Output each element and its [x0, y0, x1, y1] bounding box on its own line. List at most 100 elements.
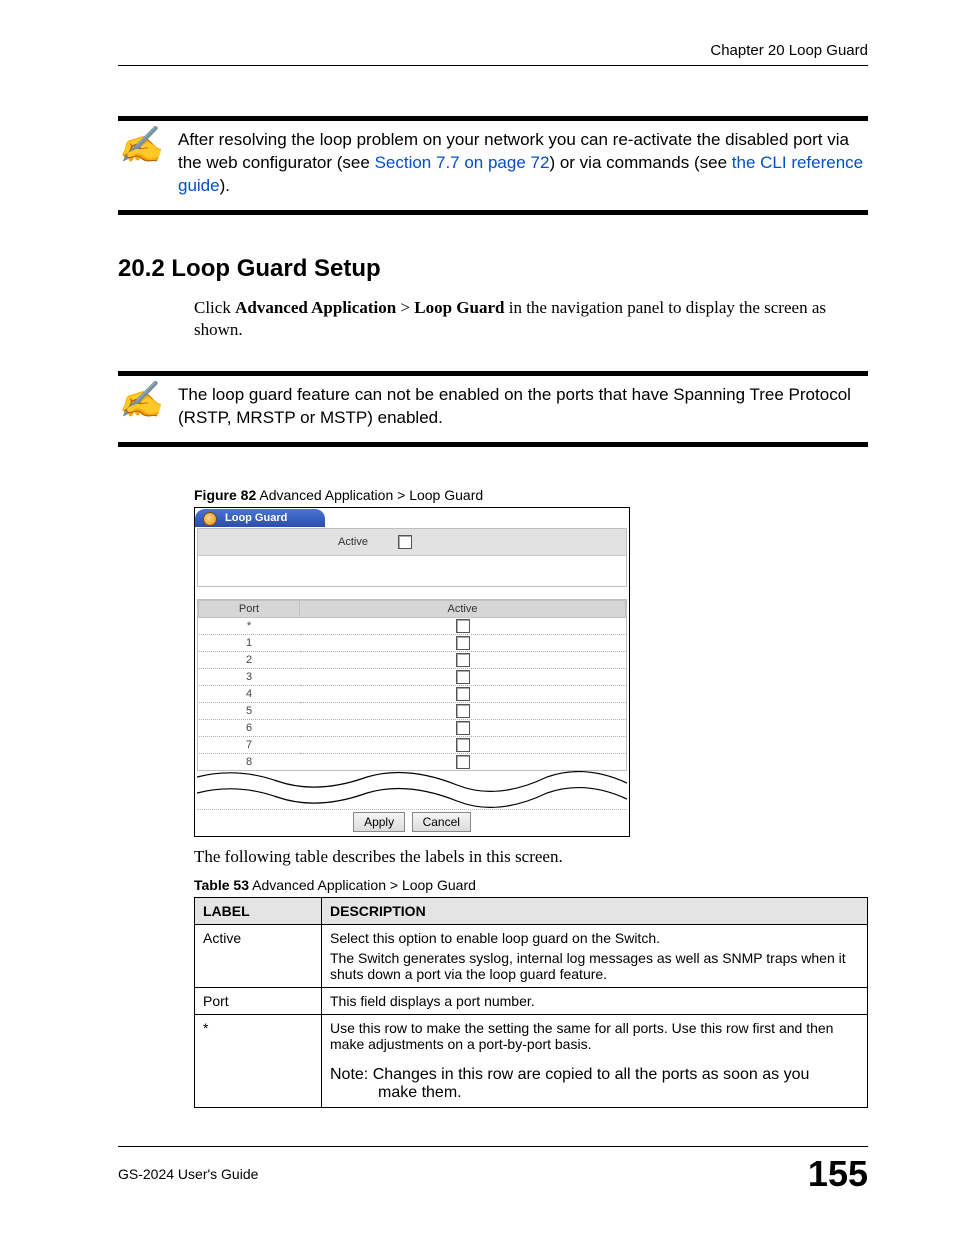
- port-row: 2: [199, 651, 626, 668]
- footer-guide-name: GS-2024 User's Guide: [118, 1166, 258, 1182]
- note-block-2: ✍ The loop guard feature can not be enab…: [118, 371, 868, 447]
- port-active-cell: [300, 634, 626, 651]
- desc-desc-cell: Use this row to make the setting the sam…: [322, 1014, 868, 1107]
- port-active-checkbox[interactable]: [456, 619, 470, 633]
- pencil-note-icon: ✍: [118, 127, 178, 163]
- port-row: 4: [199, 685, 626, 702]
- global-panel: Active: [197, 528, 627, 587]
- torn-edge-graphic: [197, 771, 627, 809]
- pencil-note-icon: ✍: [118, 382, 178, 418]
- port-cell: 8: [199, 753, 300, 770]
- port-row: 8: [199, 753, 626, 770]
- figure-caption-text: Advanced Application > Loop Guard: [256, 487, 483, 503]
- port-active-checkbox[interactable]: [456, 636, 470, 650]
- port-cell: 2: [199, 651, 300, 668]
- port-panel: Port Active * 1 2 3 4 5 6 7 8: [197, 599, 627, 771]
- apply-button[interactable]: Apply: [353, 812, 405, 832]
- port-active-checkbox[interactable]: [456, 704, 470, 718]
- port-row: 7: [199, 736, 626, 753]
- port-active-checkbox[interactable]: [456, 721, 470, 735]
- sb-b1: Advanced Application: [235, 298, 396, 317]
- port-row-star: *: [199, 617, 626, 634]
- port-header-port: Port: [199, 600, 300, 617]
- note-1-text: After resolving the loop problem on your…: [178, 127, 868, 198]
- cancel-button[interactable]: Cancel: [412, 812, 471, 832]
- tab-row: Loop Guard: [195, 508, 629, 528]
- global-active-label: Active: [198, 536, 398, 548]
- desc-line: The Switch generates syslog, internal lo…: [330, 950, 859, 982]
- footer-page-number: 155: [808, 1153, 868, 1195]
- desc-row-star: * Use this row to make the setting the s…: [195, 1014, 868, 1107]
- tab-indicator-icon: [203, 512, 217, 526]
- port-active-cell: [300, 668, 626, 685]
- figure-caption: Figure 82 Advanced Application > Loop Gu…: [194, 487, 868, 503]
- port-active-checkbox[interactable]: [456, 755, 470, 769]
- table-caption-lead: Table 53: [194, 877, 249, 893]
- table-caption-text: Advanced Application > Loop Guard: [249, 877, 476, 893]
- link-section-7-7[interactable]: Section 7.7 on page 72: [375, 153, 550, 172]
- desc-header-label: LABEL: [195, 897, 322, 924]
- port-table-header-row: Port Active: [199, 600, 626, 617]
- desc-note-cont: make them.: [330, 1084, 859, 1102]
- spacer: [198, 556, 626, 586]
- port-row: 6: [199, 719, 626, 736]
- note-2-text: The loop guard feature can not be enable…: [178, 382, 868, 430]
- button-row: Apply Cancel: [197, 809, 627, 836]
- port-table: Port Active * 1 2 3 4 5 6 7 8: [198, 600, 626, 770]
- global-active-checkbox[interactable]: [398, 535, 412, 549]
- port-active-checkbox[interactable]: [456, 653, 470, 667]
- tab-label: Loop Guard: [225, 512, 287, 524]
- desc-desc-cell: Select this option to enable loop guard …: [322, 924, 868, 987]
- note1-post: ).: [220, 176, 230, 195]
- port-cell: 5: [199, 702, 300, 719]
- page-footer: GS-2024 User's Guide 155: [118, 1146, 868, 1195]
- port-active-checkbox[interactable]: [456, 687, 470, 701]
- port-row: 5: [199, 702, 626, 719]
- port-active-cell: [300, 736, 626, 753]
- spacer: [195, 587, 629, 599]
- tab-loop-guard[interactable]: Loop Guard: [195, 509, 325, 527]
- desc-note-text: Changes in this row are copied to all th…: [373, 1066, 810, 1083]
- section-heading: 20.2 Loop Guard Setup: [118, 255, 868, 283]
- desc-header-description: DESCRIPTION: [322, 897, 868, 924]
- after-figure-text: The following table describes the labels…: [194, 847, 868, 867]
- description-table: LABEL DESCRIPTION Active Select this opt…: [194, 897, 868, 1108]
- desc-note: Note: Changes in this row are copied to …: [330, 1066, 859, 1102]
- running-head: Chapter 20 Loop Guard: [118, 42, 868, 66]
- desc-row-port: Port This field displays a port number.: [195, 987, 868, 1014]
- sb-b2: Loop Guard: [414, 298, 504, 317]
- port-row: 3: [199, 668, 626, 685]
- desc-line: Use this row to make the setting the sam…: [330, 1020, 859, 1052]
- desc-label-cell: *: [195, 1014, 322, 1107]
- port-cell: 7: [199, 736, 300, 753]
- port-cell: *: [199, 617, 300, 634]
- desc-note-lead: Note:: [330, 1066, 373, 1083]
- desc-table-header-row: LABEL DESCRIPTION: [195, 897, 868, 924]
- port-active-checkbox[interactable]: [456, 670, 470, 684]
- global-active-row: Active: [198, 529, 626, 556]
- port-cell: 4: [199, 685, 300, 702]
- port-active-checkbox[interactable]: [456, 738, 470, 752]
- section-body: Click Advanced Application > Loop Guard …: [194, 297, 868, 341]
- desc-row-active: Active Select this option to enable loop…: [195, 924, 868, 987]
- port-cell: 1: [199, 634, 300, 651]
- port-active-cell: [300, 753, 626, 770]
- sb-gt: >: [396, 298, 414, 317]
- port-cell: 6: [199, 719, 300, 736]
- desc-label-cell: Port: [195, 987, 322, 1014]
- port-active-cell: [300, 702, 626, 719]
- note-block-1: ✍ After resolving the loop problem on yo…: [118, 116, 868, 215]
- figure-loop-guard-screenshot: Loop Guard Active Port Active *: [194, 507, 630, 837]
- port-active-cell: [300, 685, 626, 702]
- desc-desc-cell: This field displays a port number.: [322, 987, 868, 1014]
- table-caption: Table 53 Advanced Application > Loop Gua…: [194, 877, 868, 893]
- port-active-cell: [300, 617, 626, 634]
- port-cell: 3: [199, 668, 300, 685]
- port-active-cell: [300, 719, 626, 736]
- desc-line: Select this option to enable loop guard …: [330, 930, 859, 946]
- port-header-active: Active: [300, 600, 626, 617]
- note1-mid: ) or via commands (see: [549, 153, 731, 172]
- port-row: 1: [199, 634, 626, 651]
- desc-label-cell: Active: [195, 924, 322, 987]
- sb-pre: Click: [194, 298, 235, 317]
